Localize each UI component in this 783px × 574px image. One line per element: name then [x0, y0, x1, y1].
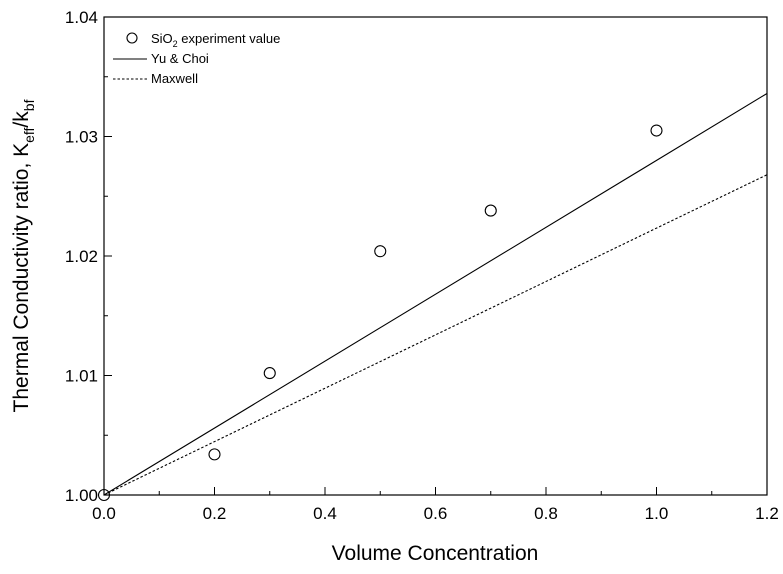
- data-point-sio: [97, 488, 111, 502]
- y-tick-labels: 1.00 1.01 1.02 1.03 1.04: [65, 8, 98, 505]
- legend-label-sio2: SiO2 experiment value: [151, 31, 280, 49]
- data-point-sio: [374, 245, 387, 258]
- series-points: [97, 124, 663, 502]
- y-tick-label: 1.03: [65, 128, 98, 147]
- x-tick-labels: 0.0 0.2 0.4 0.6 0.8 1.0 1.2: [92, 504, 779, 523]
- x-tick-label: 0.0: [92, 504, 116, 523]
- legend-label-yu-choi: Yu & Choi: [151, 51, 209, 66]
- y-tick-label: 1.01: [65, 367, 98, 386]
- x-tick-label: 1.0: [645, 504, 669, 523]
- series-line-yu-choi: [103, 93, 768, 496]
- y-axis-title-sub2: bf: [21, 99, 37, 111]
- legend-marker-sio2: [126, 32, 138, 44]
- legend: SiO2 experiment value Yu & Choi Maxwell: [113, 31, 280, 86]
- y-axis-title-sub1: eff: [21, 127, 37, 142]
- y-axis-title-mid: /k: [10, 111, 33, 128]
- series-lines: [103, 93, 768, 496]
- plot-frame: [103, 16, 768, 496]
- y-tick-label: 1.02: [65, 247, 98, 266]
- data-point-sio: [208, 448, 221, 461]
- x-tick-label: 0.6: [424, 504, 448, 523]
- axis-ticks: [103, 16, 768, 496]
- x-axis-title: Volume Concentration: [332, 542, 539, 565]
- x-tick-label: 0.4: [313, 504, 337, 523]
- data-point-sio: [263, 367, 276, 380]
- legend-label-maxwell: Maxwell: [151, 71, 198, 86]
- data-point-sio: [650, 124, 663, 137]
- y-tick-label: 1.00: [65, 486, 98, 505]
- x-tick-label: 1.2: [755, 504, 779, 523]
- y-tick-label: 1.04: [65, 8, 98, 27]
- series-line-maxwell: [103, 174, 768, 496]
- x-tick-label: 0.8: [534, 504, 558, 523]
- y-axis-title-main: Thermal Conductivity ratio, K: [10, 143, 33, 413]
- data-point-sio: [484, 204, 497, 217]
- y-axis-title: Thermal Conductivity ratio, Keff/kbf: [10, 99, 37, 412]
- x-tick-label: 0.2: [203, 504, 227, 523]
